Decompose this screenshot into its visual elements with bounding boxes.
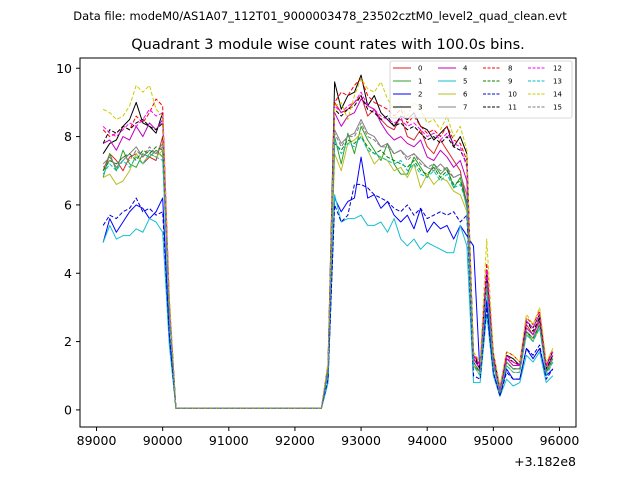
legend-label-8: 8: [508, 65, 512, 73]
y-tick-label: 0: [64, 402, 72, 417]
legend-label-3: 3: [418, 104, 422, 112]
x-tick-label: 93000: [341, 433, 381, 448]
plot-frame: [79, 57, 577, 428]
x-tick-label: 95000: [473, 433, 513, 448]
legend-label-9: 9: [508, 78, 512, 86]
legend-label-10: 10: [508, 91, 517, 99]
figure-suptitle: Data file: modeM0/AS1A07_112T01_90000034…: [73, 9, 567, 23]
x-offset-label: +3.182e8: [514, 454, 576, 469]
x-tick-label: 89000: [77, 433, 117, 448]
legend-label-13: 13: [553, 78, 562, 86]
series-line-10: [102, 183, 554, 409]
legend-label-2: 2: [418, 91, 422, 99]
x-tick-label: 94000: [407, 433, 447, 448]
legend-label-15: 15: [553, 104, 562, 112]
chart-title: Quadrant 3 module wise count rates with …: [131, 37, 525, 53]
legend-label-1: 1: [418, 78, 422, 86]
y-axis: 0 2 4 6 8 10: [56, 61, 80, 417]
legend-label-4: 4: [463, 65, 468, 73]
y-tick-label: 8: [64, 129, 72, 144]
y-tick-label: 10: [56, 61, 72, 76]
series-group: [102, 74, 554, 409]
legend-label-5: 5: [463, 78, 467, 86]
x-tick-label: 91000: [209, 433, 249, 448]
legend-label-12: 12: [553, 65, 562, 73]
legend-label-11: 11: [508, 104, 517, 112]
y-tick-label: 2: [64, 334, 72, 349]
series-line-15: [102, 122, 554, 409]
plot-area: [79, 57, 577, 428]
y-tick-label: 6: [64, 197, 72, 212]
legend-label-6: 6: [463, 91, 468, 99]
legend-label-7: 7: [463, 104, 467, 112]
x-tick-label: 96000: [540, 433, 580, 448]
legend-frame: [389, 60, 573, 119]
y-tick-label: 4: [64, 266, 72, 281]
x-tick-label: 92000: [275, 433, 315, 448]
x-tick-label: 90000: [143, 433, 183, 448]
legend-label-0: 0: [418, 65, 422, 73]
x-axis: 89000 90000 91000 92000 93000 94000 95000 96000: [77, 427, 580, 448]
legend-label-14: 14: [553, 91, 562, 99]
